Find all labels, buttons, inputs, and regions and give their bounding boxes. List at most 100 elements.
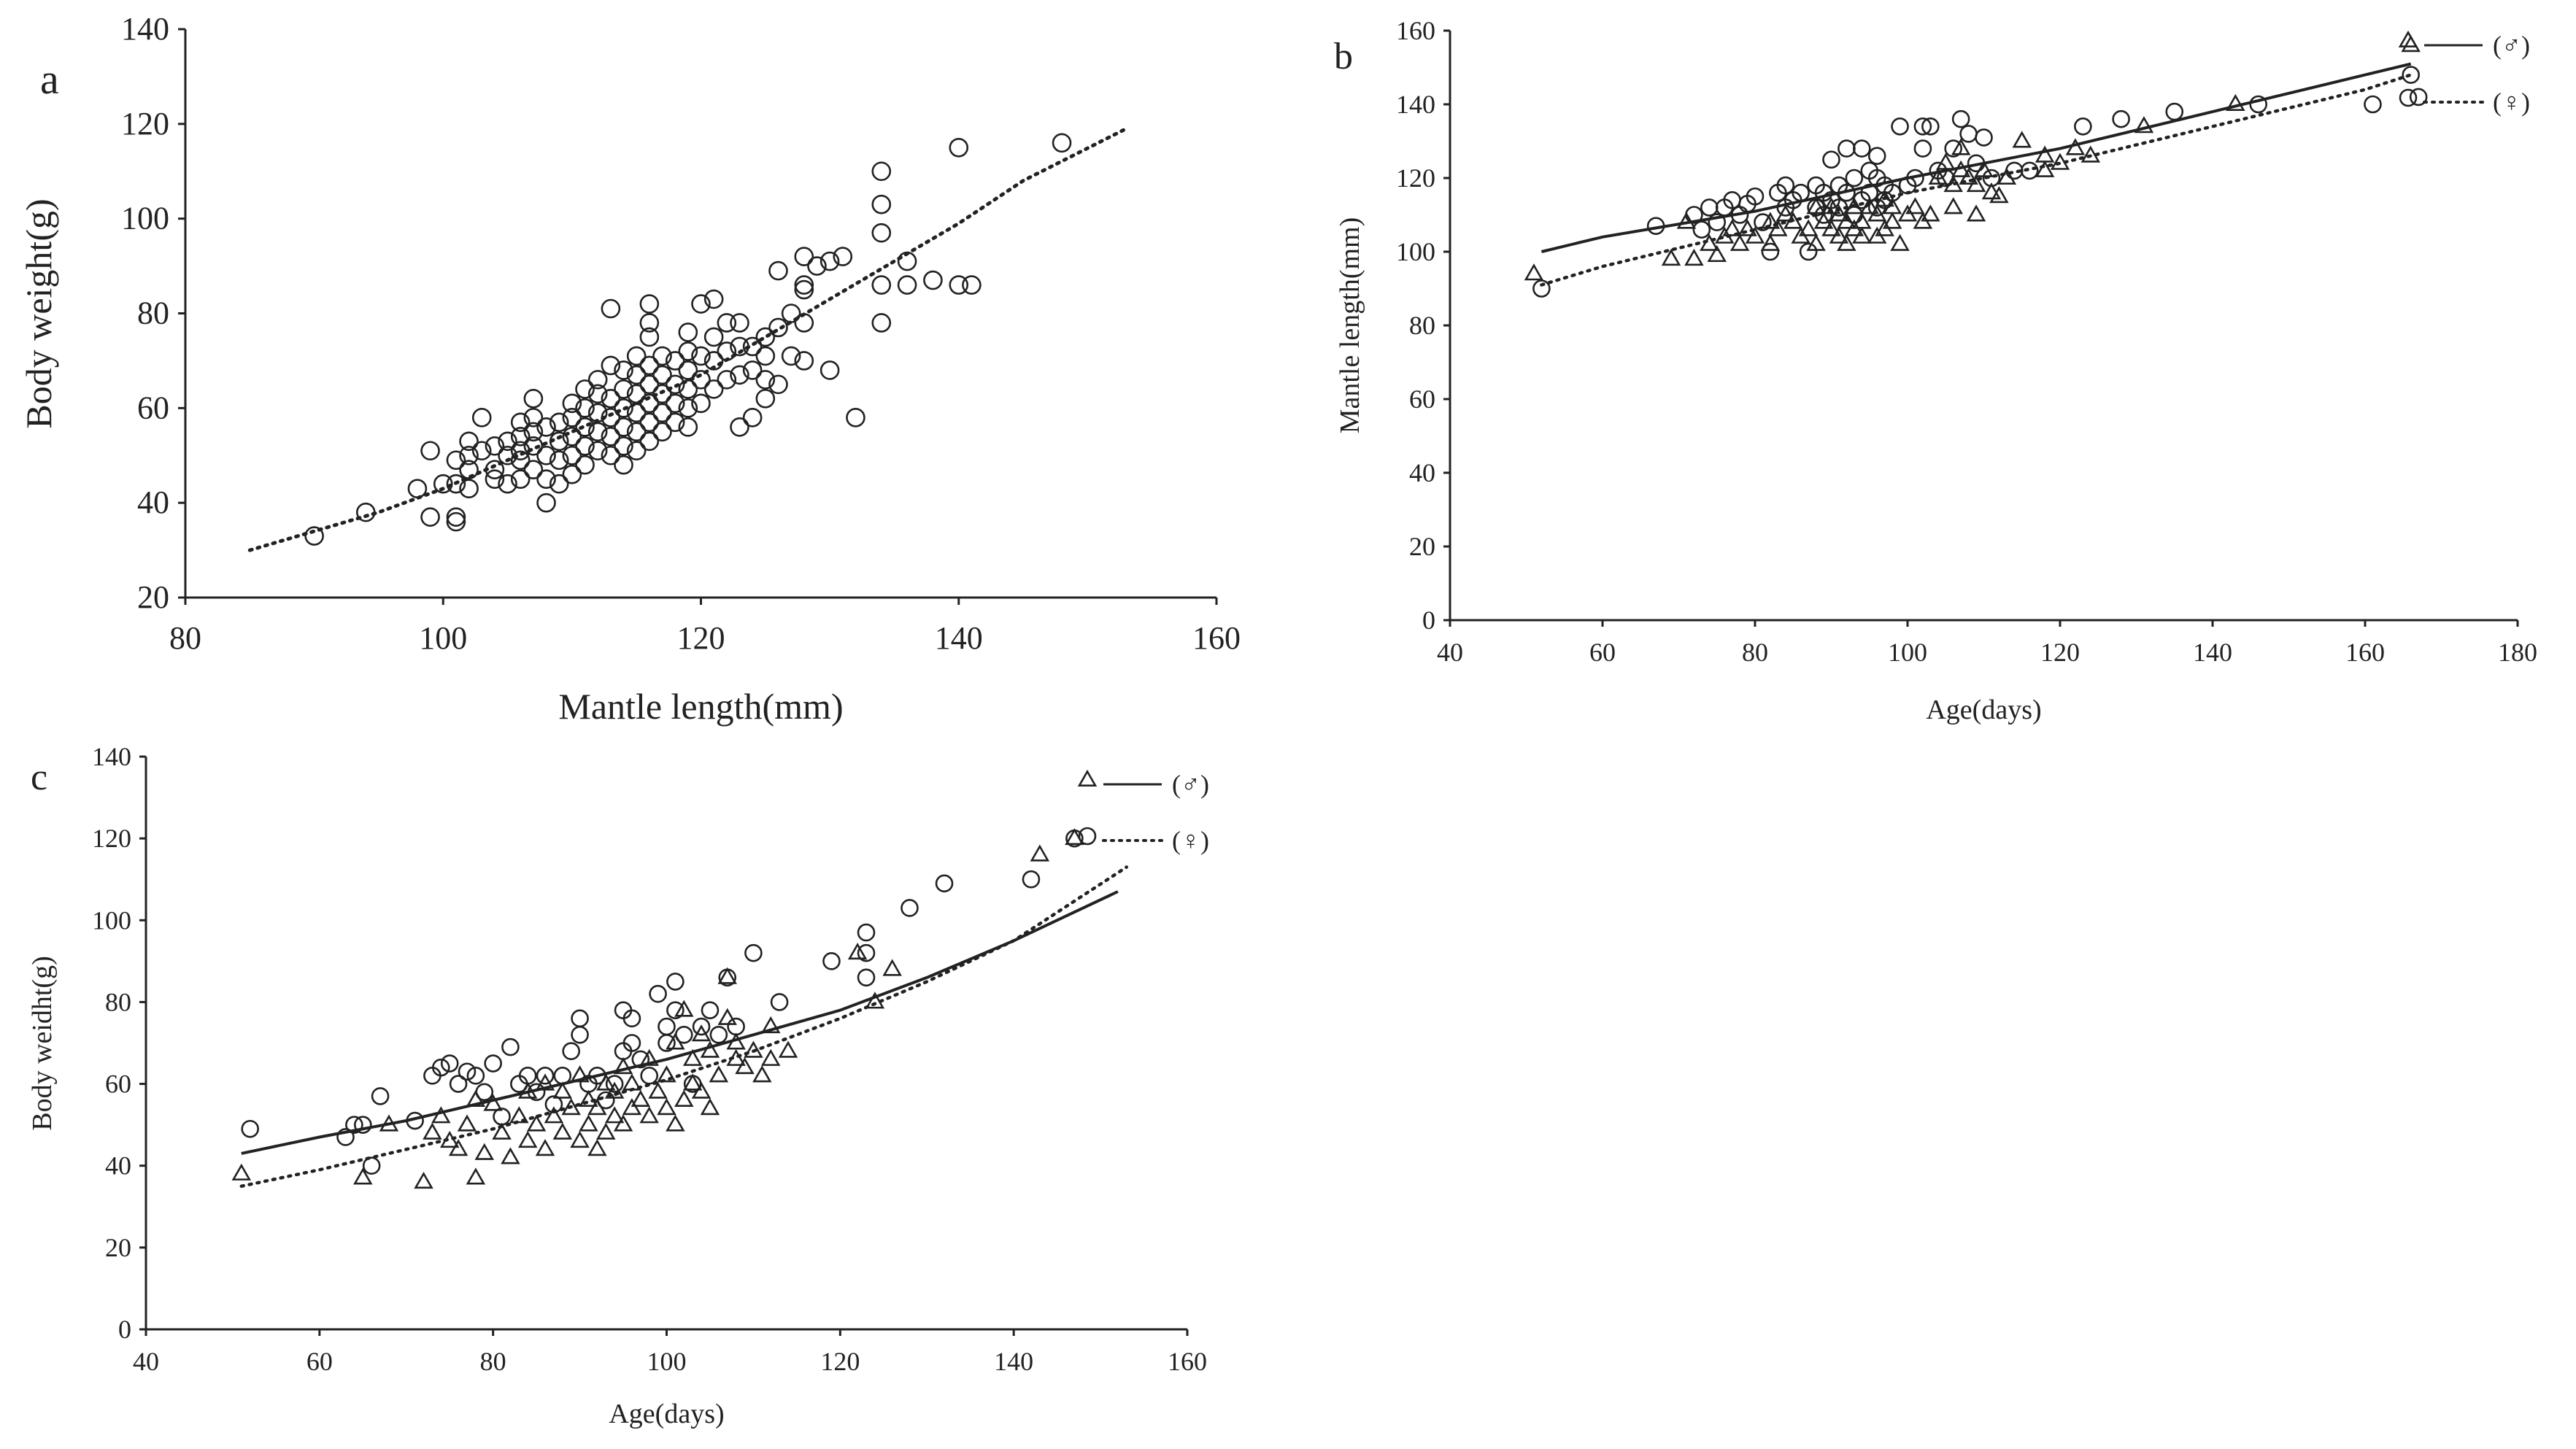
data-point-circle (768, 260, 788, 281)
x-tick-label: 120 (2040, 638, 2080, 667)
y-tick-label: 80 (137, 295, 169, 331)
data-point-circle (1792, 183, 1810, 202)
data-point-triangle (778, 1040, 798, 1058)
data-point-triangle (674, 1089, 694, 1107)
data-point-triangle (1829, 226, 1849, 244)
data-point-circle (822, 952, 841, 970)
data-point-triangle (1700, 233, 1719, 251)
data-point-triangle (1943, 197, 1963, 215)
data-point-circle (742, 408, 763, 428)
data-point-circle (857, 968, 876, 987)
data-point-circle (1845, 169, 1864, 188)
y-tick-label: 40 (105, 1151, 131, 1181)
data-point-circle (871, 194, 892, 215)
data-point-triangle (2035, 160, 2055, 177)
y-axis-label: Mantle length(mm) (1335, 217, 1365, 434)
data-point-triangle (2226, 93, 2245, 111)
data-point-circle (658, 1034, 676, 1052)
data-point-circle (871, 275, 892, 295)
data-point-circle (587, 370, 608, 390)
data-point-circle (626, 384, 647, 404)
data-point-circle (794, 279, 814, 300)
data-point-circle (871, 161, 892, 182)
x-tick-label: 160 (1168, 1347, 1207, 1376)
data-point-circle (781, 346, 801, 366)
y-tick-label: 160 (1396, 16, 1435, 45)
data-point-triangle (726, 1032, 746, 1050)
y-tick-label: 100 (1396, 237, 1435, 266)
data-point-circle (678, 417, 698, 437)
data-point-circle (683, 1075, 702, 1093)
data-point-circle (820, 360, 840, 380)
data-point-triangle (613, 1114, 633, 1132)
data-point-triangle (379, 1114, 399, 1132)
data-point-triangle (1745, 226, 1765, 244)
data-point-circle (371, 1087, 390, 1105)
data-point-circle (588, 1067, 606, 1085)
data-point-circle (649, 984, 667, 1003)
data-point-triangle (596, 1122, 616, 1140)
data-point-triangle (509, 1106, 529, 1124)
panel-a: 80 100 120 140 160 20 40 60 80 100 120 140 Mantle le… (18, 11, 1241, 727)
data-point-circle (510, 441, 531, 461)
data-point-circle (1837, 183, 1856, 202)
data-point-circle (406, 1111, 424, 1130)
data-point-circle (2112, 109, 2130, 128)
y-tick-label: 140 (121, 11, 169, 47)
data-point-circle (614, 455, 633, 475)
data-point-circle (666, 973, 685, 991)
data-point-triangle (682, 1048, 703, 1066)
data-point-circle (587, 384, 608, 404)
data-point-circle (601, 408, 621, 428)
data-point-circle (562, 464, 582, 484)
data-point-circle (498, 445, 517, 465)
data-point-circle (1065, 829, 1084, 848)
data-point-triangle (622, 1073, 642, 1091)
data-point-circle (1975, 128, 1993, 147)
data-point-circle (727, 1017, 745, 1036)
data-point-circle (549, 412, 569, 433)
data-point-circle (527, 1083, 546, 1102)
data-point-circle (355, 502, 376, 522)
data-point-circle (770, 993, 789, 1011)
y-tick-label: 0 (1422, 606, 1435, 635)
data-point-circle (336, 1128, 355, 1146)
data-point-triangle (1030, 844, 1050, 862)
data-point-circle (2020, 161, 2039, 180)
data-point-triangle (501, 1147, 520, 1164)
data-point-circle (652, 365, 672, 385)
data-point-triangle (1890, 233, 1910, 251)
data-point-circle (475, 1083, 494, 1102)
data-point-triangle (579, 1114, 598, 1132)
data-point-circle (2165, 102, 2184, 121)
data-point-triangle (1905, 197, 1925, 215)
data-point-triangle (674, 1000, 694, 1017)
data-point-circle (458, 1062, 477, 1081)
data-point-circle (1921, 117, 1940, 136)
data-point-circle (1936, 169, 1955, 188)
data-point-circle (562, 426, 582, 447)
data-point-circle (575, 417, 595, 437)
data-point-circle (420, 507, 440, 527)
data-point-circle (523, 422, 544, 442)
data-point-circle (536, 1067, 555, 1085)
data-point-circle (601, 445, 621, 465)
data-point-circle (459, 479, 479, 498)
y-tick-label: 80 (1409, 311, 1435, 340)
data-point-circle (605, 1075, 624, 1093)
panel-label: b (1334, 36, 1353, 77)
data-point-circle (897, 251, 917, 271)
data-point-triangle (431, 1106, 451, 1124)
data-point-circle (658, 1017, 676, 1036)
data-point-triangle (1524, 263, 1544, 281)
data-point-circle (549, 450, 569, 471)
data-point-circle (446, 474, 466, 494)
data-point-circle (446, 507, 466, 527)
legend-marker-circle (2399, 88, 2418, 107)
data-point-circle (857, 943, 876, 962)
data-point-triangle (535, 1139, 555, 1156)
data-point-triangle (552, 1081, 573, 1099)
data-point-circle (833, 247, 853, 266)
data-point-circle (562, 445, 582, 465)
